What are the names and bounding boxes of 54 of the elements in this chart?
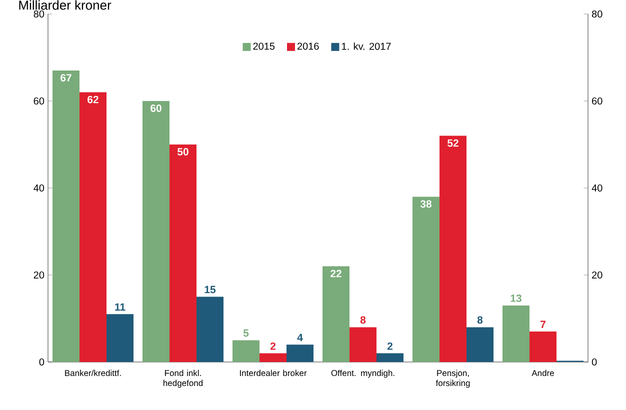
- bar: [260, 353, 286, 362]
- y-tick-label: 60: [34, 97, 44, 105]
- legend-label: 2015: [253, 42, 275, 50]
- x-tick-label: Banker/kredittf.: [65, 370, 121, 376]
- y-tick-label: 0: [39, 358, 44, 366]
- bar: [322, 266, 350, 362]
- data-label: 62: [88, 96, 98, 104]
- data-label: 2: [387, 342, 392, 350]
- data-label: 13: [510, 294, 522, 302]
- data-label: 50: [177, 148, 188, 156]
- data-label: 11: [115, 303, 126, 311]
- data-label: 22: [330, 270, 342, 278]
- data-label: 8: [477, 316, 483, 324]
- legend-label: 2016: [297, 42, 319, 50]
- bar: [350, 327, 376, 362]
- y2-tick-label: 60: [592, 97, 602, 105]
- data-label: 8: [360, 316, 366, 324]
- y2-tick-label: 80: [592, 10, 602, 18]
- bar: [502, 305, 530, 362]
- data-label: 15: [204, 286, 216, 294]
- bar: [466, 327, 494, 362]
- data-label: 38: [420, 200, 432, 208]
- x-tick-label: Interdealer broker: [240, 370, 307, 376]
- x-tick-label: Pensjon, forsikring: [436, 370, 470, 388]
- bar: [286, 344, 314, 362]
- bar: [232, 340, 260, 362]
- data-label: 52: [447, 139, 458, 147]
- data-label: 67: [60, 74, 72, 82]
- bar: [196, 296, 224, 362]
- bar: [530, 332, 556, 362]
- chart-title: Milliarder kroner: [19, 0, 112, 10]
- data-label: 4: [297, 334, 303, 342]
- data-label: 7: [540, 320, 546, 328]
- bar: [440, 136, 466, 362]
- data-label: 2: [270, 342, 276, 350]
- y2-tick-label: 40: [592, 184, 602, 192]
- y-tick-label: 80: [34, 10, 44, 18]
- data-label: 5: [243, 329, 249, 337]
- data-label: 60: [150, 104, 162, 112]
- x-tick-label: Offent. myndigh.: [331, 370, 394, 378]
- x-tick-label: Andre: [532, 370, 554, 376]
- bar: [106, 314, 134, 362]
- legend-label: 1. kv. 2017: [342, 42, 391, 50]
- y-tick-label: 40: [34, 184, 44, 192]
- bar: [412, 196, 440, 362]
- bar: [170, 144, 196, 362]
- bar: [142, 101, 170, 362]
- bar: [376, 353, 404, 362]
- y2-tick-label: 0: [592, 358, 597, 366]
- bar: [80, 92, 106, 362]
- bar: [52, 70, 80, 362]
- y-tick-label: 20: [34, 271, 44, 279]
- y2-tick-label: 20: [592, 271, 602, 279]
- x-tick-label: Fond inkl. hedgefond: [164, 370, 203, 388]
